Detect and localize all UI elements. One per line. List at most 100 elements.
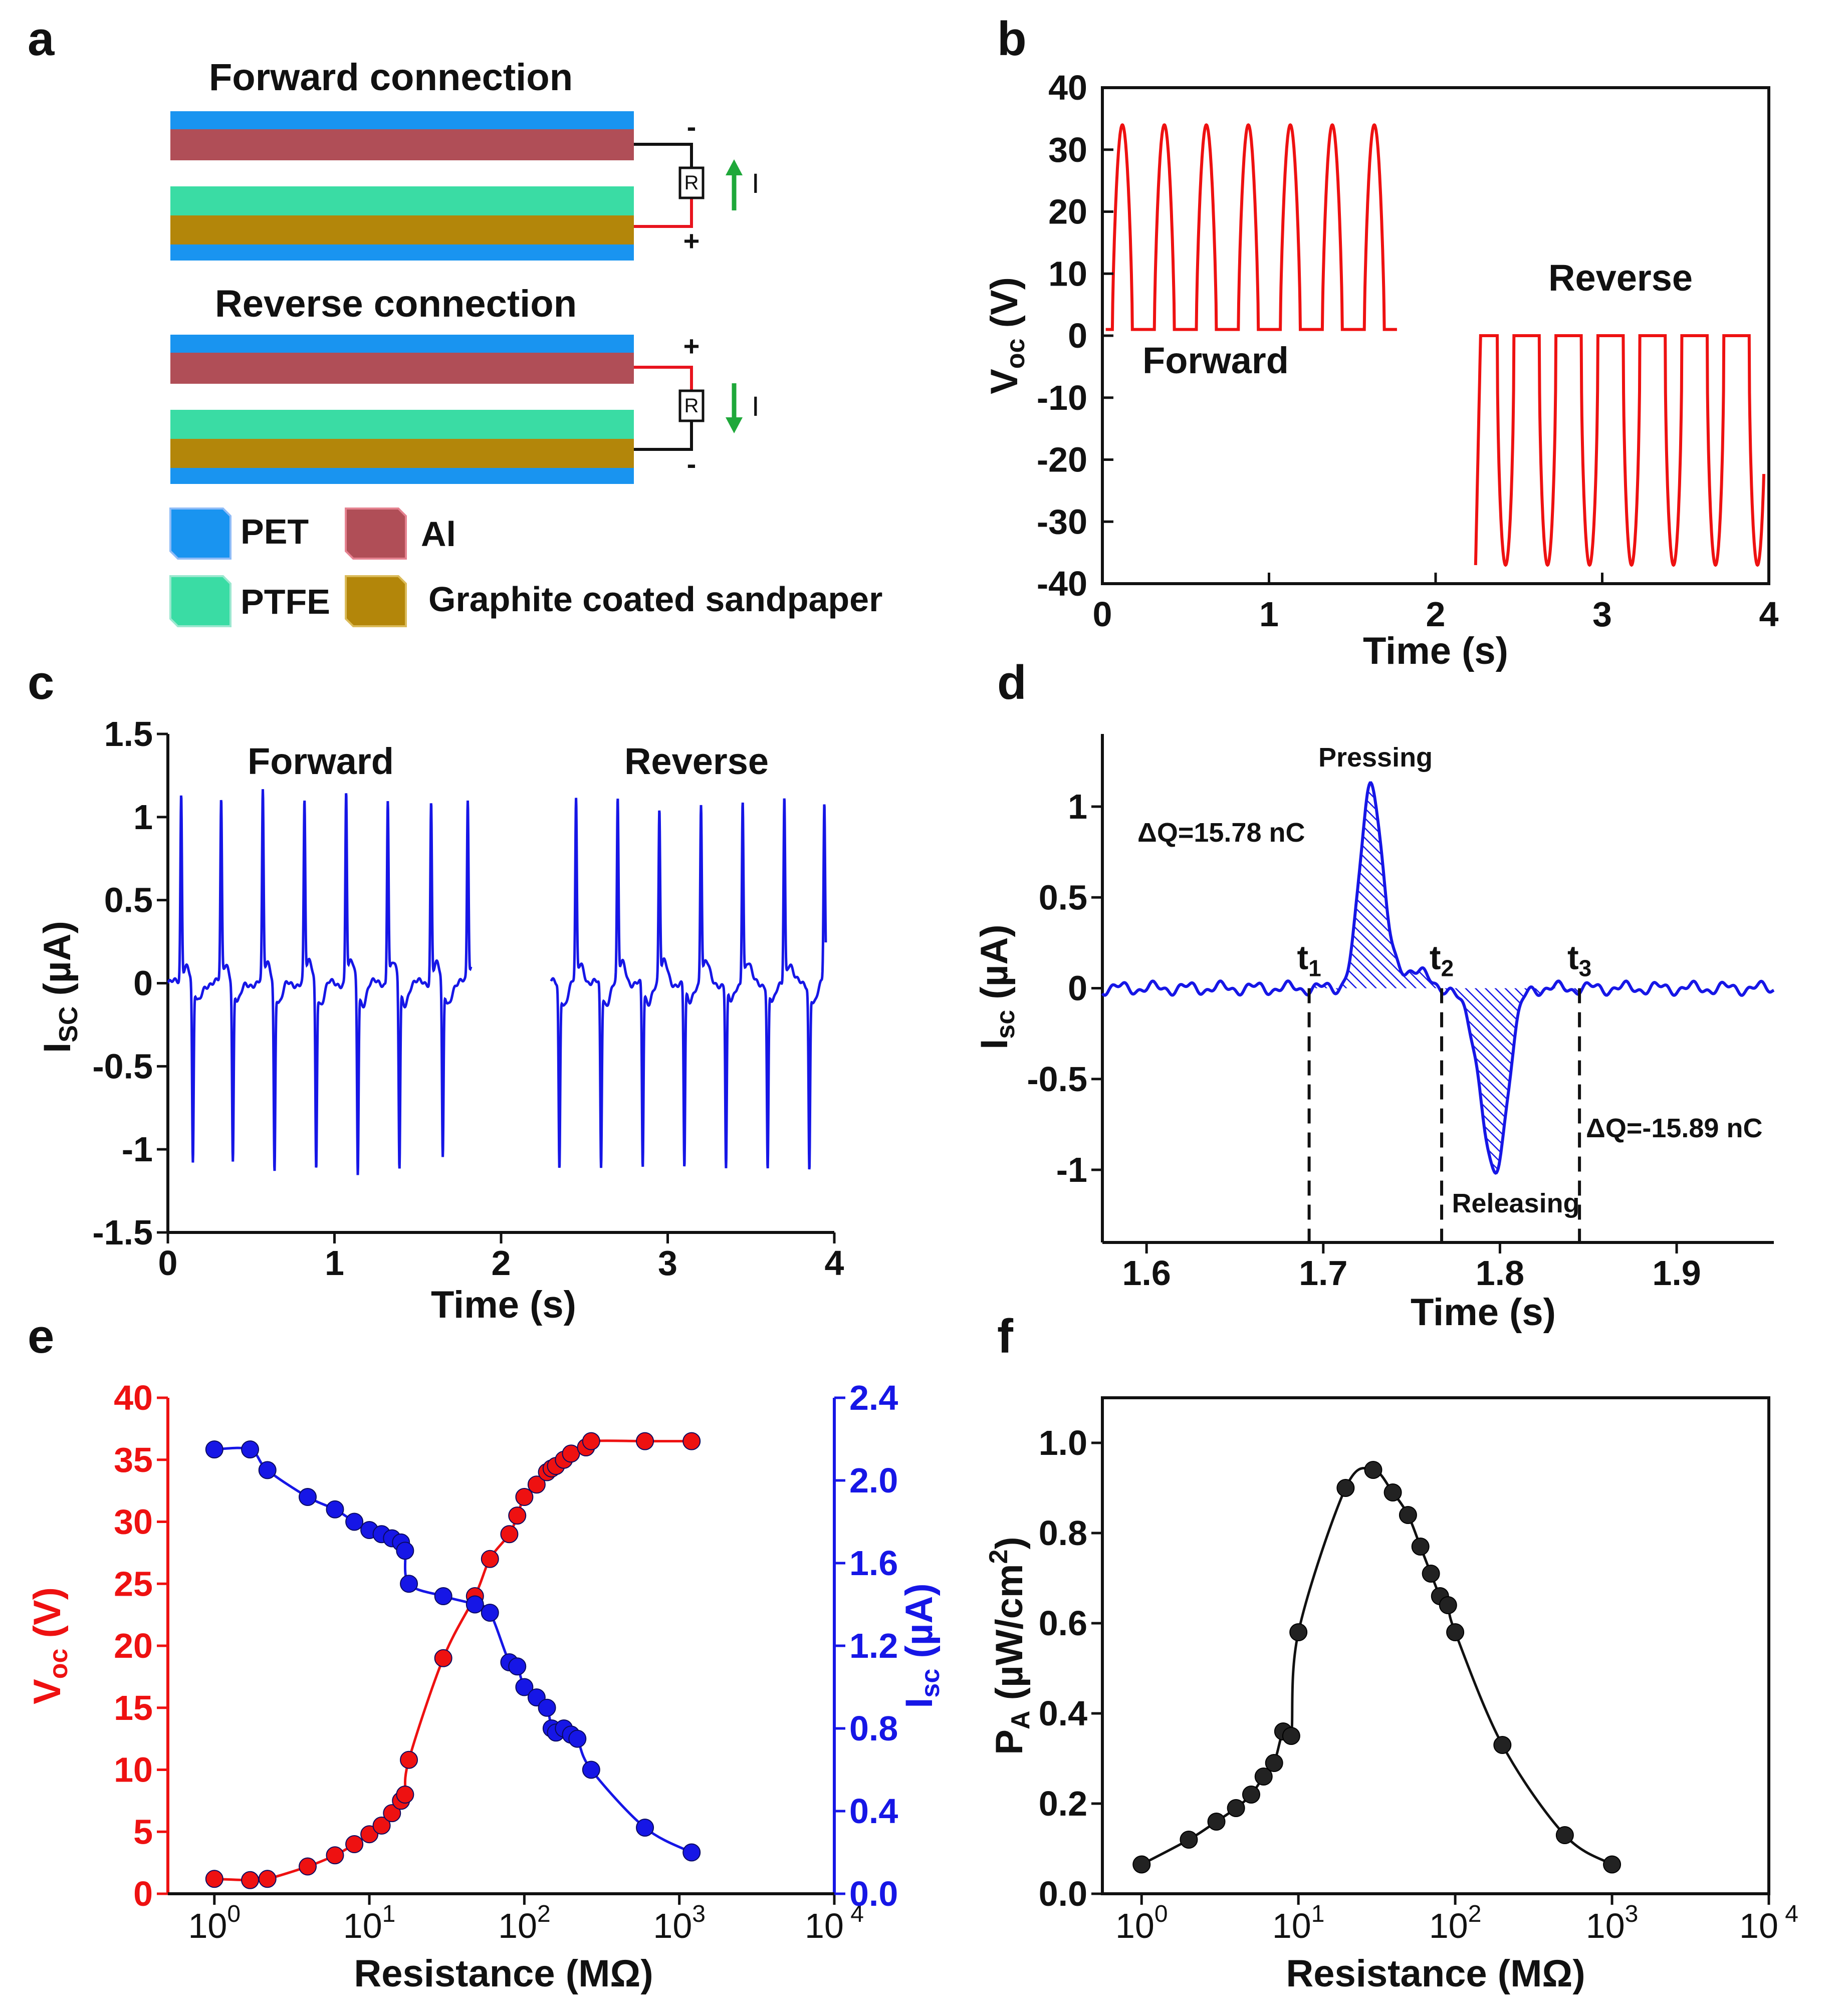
chart-d-ytick-label: -0.5	[1027, 1060, 1087, 1099]
chart-e-xtick-base: 10	[805, 1906, 844, 1945]
chart-f-pa-point	[1446, 1623, 1465, 1641]
chart-f-xtick-exp: 2	[1468, 1901, 1482, 1927]
chart-b-ytick-label: -10	[1037, 378, 1087, 417]
chart-d-marker-label-t2: t2	[1430, 939, 1454, 981]
chart-c-ylabel-rest: (µA)	[36, 921, 79, 1006]
chart-c-ytick-label: 1.5	[104, 714, 153, 753]
panel-label-a: a	[28, 12, 55, 66]
reverse-graphite-layer	[170, 439, 634, 468]
forward-pet-bottom	[170, 244, 634, 261]
chart-e-xtick-exp: 1	[382, 1901, 396, 1927]
panel-label-f: f	[997, 1310, 1014, 1363]
chart-e-voc-point	[508, 1506, 527, 1525]
reverse-minus-sign: -	[687, 448, 697, 479]
forward-minus-sign: -	[687, 111, 697, 142]
chart-f-xtick-base: 10	[1739, 1906, 1778, 1945]
chart-e-xtick-label: 101	[343, 1901, 396, 1945]
chart-e-xtick-base: 10	[653, 1906, 692, 1945]
chart-e-voc-point	[434, 1649, 452, 1667]
legend-ptfe-swatch-icon	[169, 575, 232, 627]
chart-e-voc-point	[400, 1750, 418, 1769]
chart-e-voc-point	[636, 1432, 654, 1450]
chart-e-voc-point	[562, 1444, 580, 1463]
chart-f-pa-point	[1493, 1736, 1512, 1754]
chart-d-releasing-label: Releasing	[1452, 1188, 1579, 1218]
chart-b-ylabel-main: V	[983, 369, 1026, 394]
chart-e-left-ytick-label: 35	[114, 1440, 153, 1479]
chart-c-ylabel-sub: SC	[54, 1006, 83, 1043]
chart-e-isc-point	[258, 1461, 277, 1479]
chart-b: 0 1 2 3 4 -40 -30 -20 -10 0 10 20 30 40 Forward Rever…	[983, 68, 1779, 672]
forward-graphite-layer	[170, 215, 634, 244]
chart-f-pa-point	[1265, 1754, 1283, 1772]
chart-e-left-ytick-label: 0	[133, 1874, 153, 1913]
chart-f-xtick-exp: 4	[1778, 1901, 1798, 1927]
chart-e-xtick-exp: 2	[537, 1901, 551, 1927]
chart-e-isc-point	[396, 1542, 414, 1560]
chart-c: 0 1 2 3 4-1.5-1-0.500.511.5 Forward Reverse …	[36, 714, 844, 1326]
chart-e-isc-point	[466, 1595, 484, 1614]
forward-wire-top	[634, 143, 693, 168]
chart-f-pa-point	[1399, 1506, 1417, 1524]
chart-c-reverse-label: Reverse	[624, 740, 769, 782]
chart-b-ytick-label: 40	[1048, 68, 1087, 107]
chart-e-xtick-base: 10	[188, 1906, 227, 1945]
legend-pet-label: PET	[241, 512, 309, 551]
chart-f-frame	[1101, 1396, 1770, 1895]
chart-f-xtick-exp: 1	[1311, 1901, 1325, 1927]
chart-e-voc-point	[500, 1525, 519, 1544]
chart-e-left-ytick-label: 20	[114, 1626, 153, 1665]
chart-e-right-ytick-label: 1.6	[849, 1544, 898, 1583]
chart-b-xtick-label: 4	[1759, 595, 1779, 634]
chart-b-ytick-label: -30	[1037, 502, 1087, 541]
chart-c-ytick-label: -1	[122, 1130, 153, 1169]
chart-e-isc-point	[636, 1819, 654, 1837]
chart-f-ytick-label: 0.4	[1039, 1694, 1087, 1733]
chart-d-ytick-label: -1	[1056, 1150, 1087, 1189]
chart-f-pa-line	[1141, 1466, 1613, 1866]
reverse-resistor-label: R	[684, 395, 699, 417]
chart-e-isc-point	[434, 1587, 452, 1605]
chart-b-ytick-label: 30	[1048, 130, 1087, 169]
chart-e-xtick-label: 10 4	[805, 1901, 864, 1945]
chart-e-left-ytick-label: 25	[114, 1564, 153, 1603]
chart-f-xtick-exp: 3	[1625, 1901, 1639, 1927]
chart-e-xlabel: Resistance (MΩ)	[354, 1952, 653, 1995]
reverse-pet-bottom	[170, 468, 634, 484]
chart-d-dq-positive-label: ΔQ=15.78 nC	[1137, 818, 1305, 848]
chart-e-voc-line	[214, 1439, 692, 1882]
chart-f-ytick-label: 0.2	[1039, 1784, 1087, 1823]
chart-e-isc-point	[568, 1729, 587, 1748]
chart-e-ylabel-right: Isc (µA)	[898, 1583, 945, 1708]
chart-c-ylabel: ISC (µA)	[36, 921, 83, 1053]
chart-e-isc-point	[538, 1698, 556, 1717]
legend-al-swatch-icon	[345, 508, 407, 560]
chart-e-voc-point	[383, 1804, 401, 1823]
chart-e-voc-point	[205, 1870, 223, 1888]
chart-d-marker-label-main: t	[1430, 939, 1441, 977]
chart-d-marker-label-sub: 3	[1579, 955, 1592, 981]
panel-label-e: e	[28, 1310, 54, 1363]
chart-f-pa-point	[1439, 1596, 1457, 1614]
chart-d-ytick-label: 1	[1068, 787, 1087, 826]
chart-e-ylabel-right-main: I	[898, 1698, 941, 1708]
forward-resistor	[678, 166, 705, 199]
chart-e-voc-point	[258, 1870, 277, 1888]
chart-e-left-ytick-label: 30	[114, 1502, 153, 1542]
chart-e-isc-point	[515, 1678, 534, 1696]
chart-b-ylabel-sub: oc	[1001, 339, 1030, 369]
chart-b-ytick-label: 10	[1048, 254, 1087, 293]
chart-d-xtick-label: 1.7	[1299, 1253, 1347, 1293]
chart-f-pa-point	[1603, 1855, 1622, 1874]
chart-b-reverse-label: Reverse	[1548, 257, 1693, 299]
chart-f: 100 101 102 103 10 40.00.20.40.60.81.0 Resis…	[984, 1396, 1798, 1995]
chart-f-xtick-base: 10	[1272, 1906, 1311, 1945]
chart-d-pressing-area	[1309, 783, 1442, 994]
chart-e-xtick-exp: 3	[692, 1901, 706, 1927]
chart-e-right-ytick-label: 0.4	[849, 1792, 898, 1831]
forward-wire-bottom	[634, 198, 693, 228]
chart-e-xtick-exp: 0	[227, 1901, 241, 1927]
chart-f-xtick-base: 10	[1115, 1906, 1154, 1945]
chart-b-forward-line	[1105, 123, 1397, 331]
chart-e-voc-point	[326, 1846, 344, 1865]
